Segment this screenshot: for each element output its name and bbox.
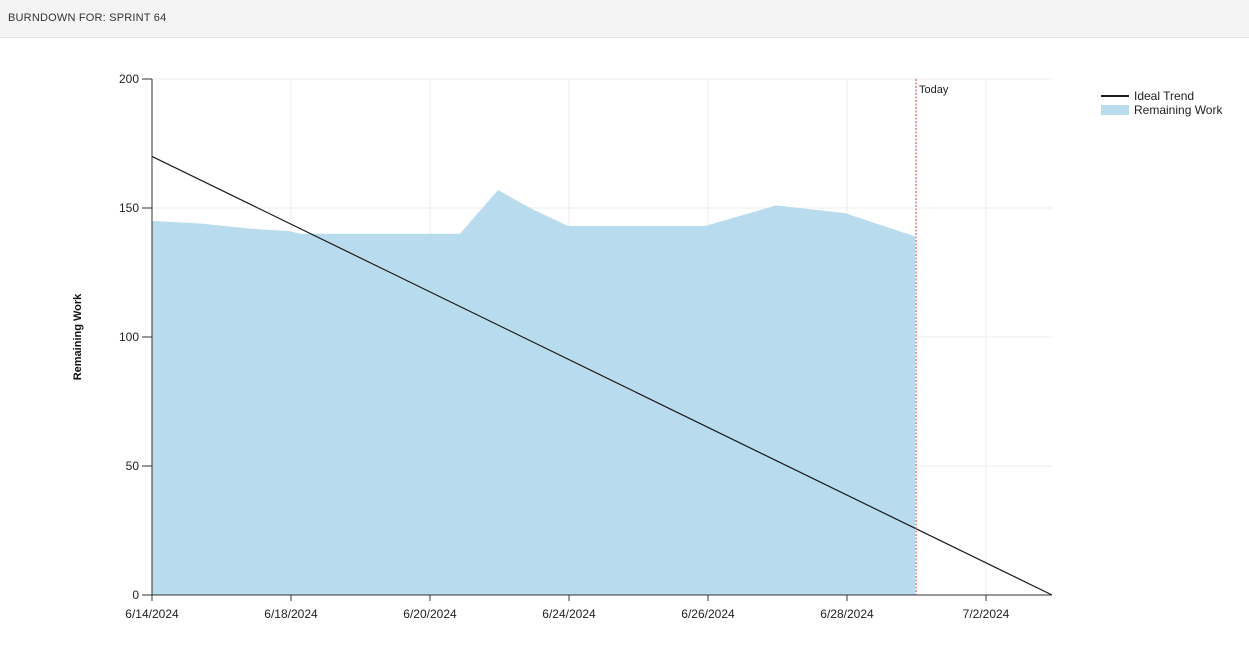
x-tick-label: 6/24/2024	[542, 607, 596, 621]
legend-label-ideal-trend: Ideal Trend	[1134, 89, 1194, 103]
legend-label-remaining-work: Remaining Work	[1134, 103, 1223, 117]
chart-axes: 0 50 100 150 200 6/14/2024 6/18/2024 6/20/2024 6…	[72, 72, 1052, 621]
chart-header: BURNDOWN FOR: SPRINT 64	[0, 0, 1249, 38]
today-marker: Today	[915, 79, 949, 595]
y-tick-label: 0	[132, 588, 139, 602]
y-tick-label: 50	[126, 459, 140, 473]
x-tick-label: 6/28/2024	[820, 607, 874, 621]
ideal-trend-line	[151, 155, 1053, 596]
remaining-work-area	[152, 189, 915, 595]
chart-areas	[152, 189, 915, 595]
x-tick-label: 6/20/2024	[403, 607, 457, 621]
legend-swatch-remaining-work	[1101, 105, 1129, 115]
y-axis-title: Remaining Work	[72, 293, 84, 380]
x-tick-label: 6/26/2024	[681, 607, 735, 621]
chart-title: BURNDOWN FOR: SPRINT 64	[8, 12, 167, 24]
x-tick-label: 6/18/2024	[264, 607, 318, 621]
y-tick-label: 100	[119, 330, 139, 344]
x-tick-label: 6/14/2024	[125, 607, 179, 621]
x-tick-label: 7/2/2024	[963, 607, 1010, 621]
burndown-chart: 0 50 100 150 200 6/14/2024 6/18/2024 6/20/2024 6…	[72, 72, 1223, 621]
today-label: Today	[919, 84, 949, 96]
y-tick-label: 200	[119, 72, 139, 86]
chart-lines	[151, 155, 1053, 596]
y-tick-label: 150	[119, 201, 139, 215]
